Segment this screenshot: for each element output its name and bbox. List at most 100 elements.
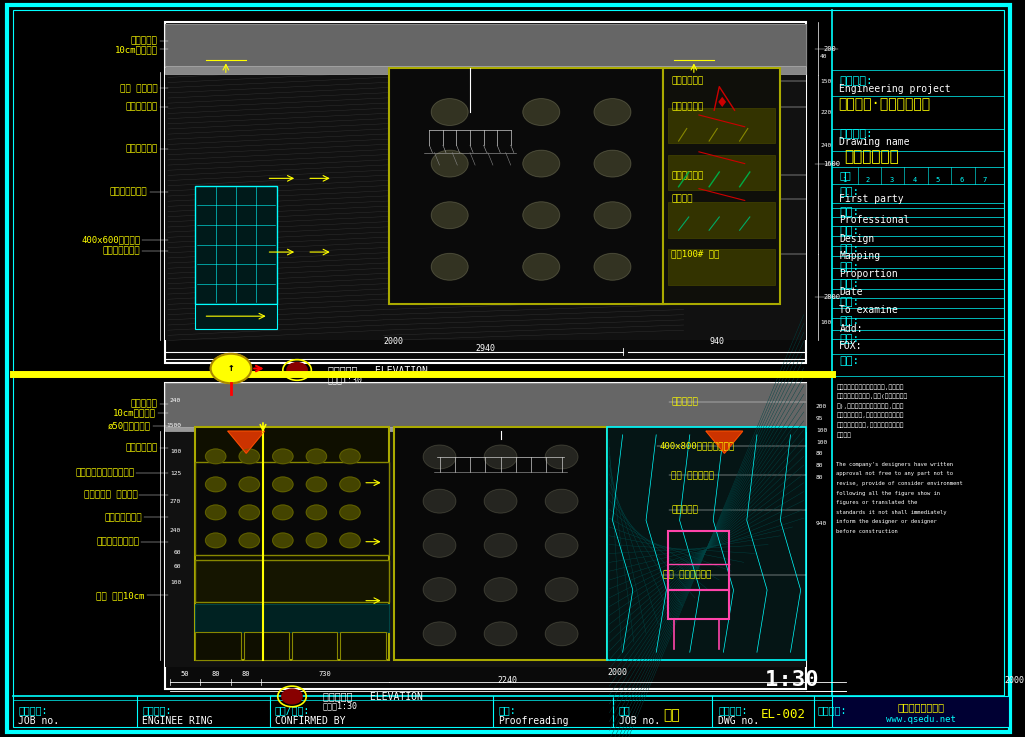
- Circle shape: [423, 445, 456, 469]
- Circle shape: [239, 533, 259, 548]
- Text: ♦: ♦: [715, 97, 728, 110]
- Circle shape: [205, 449, 226, 464]
- Text: 装柜立面图   ELEVATION: 装柜立面图 ELEVATION: [328, 365, 427, 375]
- Circle shape: [306, 449, 327, 464]
- Text: standards it not shall immediately: standards it not shall immediately: [836, 510, 947, 514]
- Text: Design: Design: [839, 234, 874, 244]
- Text: 大海100# 景覆: 大海100# 景覆: [671, 250, 720, 259]
- Text: 4: 4: [912, 177, 916, 183]
- Bar: [165, 427, 806, 667]
- Text: 专业:: 专业:: [839, 207, 860, 217]
- Bar: [668, 249, 775, 284]
- Bar: [668, 155, 775, 190]
- Circle shape: [273, 505, 293, 520]
- Bar: [663, 68, 780, 304]
- Text: First party: First party: [839, 194, 904, 204]
- Bar: [196, 604, 388, 632]
- Text: before construction: before construction: [836, 529, 898, 534]
- Text: 酒柜立面图   ELEVATION: 酒柜立面图 ELEVATION: [323, 691, 422, 702]
- Text: 工程项目:: 工程项目:: [839, 76, 873, 86]
- Text: 原墙顶凸背: 原墙顶凸背: [671, 506, 698, 514]
- Text: 比例:: 比例:: [839, 262, 860, 272]
- Circle shape: [239, 477, 259, 492]
- Text: 定制柜门白色奥棒: 定制柜门白色奥棒: [96, 537, 139, 546]
- Text: 2800: 2800: [823, 294, 840, 300]
- Bar: [608, 427, 806, 660]
- Text: 940: 940: [816, 521, 827, 525]
- Text: 95: 95: [816, 416, 823, 421]
- Text: 紫调混有氛氛缝: 紫调混有氛氛缝: [102, 246, 140, 255]
- Bar: [668, 202, 775, 237]
- Text: 现场如有不符处,应立即通告我设计师处: 现场如有不符处,应立即通告我设计师处: [836, 413, 904, 419]
- Circle shape: [306, 477, 327, 492]
- Bar: [832, 696, 1010, 727]
- Circle shape: [594, 202, 630, 228]
- Circle shape: [545, 534, 578, 557]
- Text: 60: 60: [173, 551, 181, 555]
- Text: 100: 100: [170, 449, 181, 453]
- Text: The company's designers have written: The company's designers have written: [836, 462, 953, 467]
- Circle shape: [205, 477, 226, 492]
- Text: JOB no.: JOB no.: [18, 716, 59, 726]
- Circle shape: [423, 622, 456, 646]
- Text: 甲供 艺术窗帘: 甲供 艺术窗帘: [120, 84, 158, 93]
- Text: 240: 240: [170, 528, 181, 533]
- Text: DWG no.: DWG no.: [719, 716, 760, 726]
- Text: ↑: ↑: [228, 363, 235, 373]
- Text: 2: 2: [866, 177, 870, 183]
- Bar: [196, 427, 388, 660]
- Text: FOX:: FOX:: [839, 341, 863, 352]
- Text: 200: 200: [823, 46, 835, 52]
- Text: Professional: Professional: [839, 214, 910, 225]
- Circle shape: [239, 505, 259, 520]
- Text: 730: 730: [319, 671, 331, 677]
- Text: 嵌入式射灯: 嵌入式射灯: [671, 397, 698, 406]
- Bar: [244, 632, 289, 660]
- Text: 10cm石膏线条: 10cm石膏线条: [113, 408, 156, 417]
- Circle shape: [423, 489, 456, 513]
- Bar: [196, 186, 277, 304]
- Text: figures or translated the: figures or translated the: [836, 500, 917, 505]
- Text: 10cm石膏线条: 10cm石膏线条: [115, 45, 158, 54]
- Text: Mapping: Mapping: [839, 251, 880, 262]
- Text: 2940: 2940: [476, 344, 495, 353]
- Text: 1500: 1500: [166, 424, 181, 428]
- Text: 240: 240: [820, 144, 831, 148]
- Text: 工程负责:: 工程负责:: [142, 705, 172, 715]
- Circle shape: [484, 534, 517, 557]
- Text: 客餐厅立面图: 客餐厅立面图: [845, 150, 899, 164]
- Text: 80: 80: [242, 671, 250, 677]
- Circle shape: [205, 533, 226, 548]
- Text: 220: 220: [820, 111, 831, 115]
- Text: 3: 3: [889, 177, 894, 183]
- Text: 40: 40: [820, 54, 827, 58]
- Text: 100: 100: [816, 428, 827, 433]
- Text: 本建筑公司设计师之书面批准,不得翻查: 本建筑公司设计师之书面批准,不得翻查: [836, 384, 904, 390]
- Text: 甲方:: 甲方:: [839, 186, 860, 197]
- Text: following all the figure show in: following all the figure show in: [836, 491, 940, 495]
- Text: 甲供艺术吊灯: 甲供艺术吊灯: [125, 102, 158, 111]
- Text: 修改: 修改: [839, 170, 851, 181]
- Text: Proportion: Proportion: [839, 269, 898, 279]
- Text: JOB no.: JOB no.: [618, 716, 660, 726]
- Circle shape: [484, 489, 517, 513]
- Text: Engineering project: Engineering project: [839, 84, 951, 94]
- Text: To examine: To examine: [839, 304, 898, 315]
- Text: 80: 80: [816, 475, 823, 480]
- Text: 80: 80: [816, 451, 823, 455]
- Text: 橱柜塑钢板 白色前面: 橱柜塑钢板 白色前面: [84, 491, 137, 500]
- Circle shape: [432, 202, 468, 228]
- Bar: [165, 427, 806, 431]
- Text: 出图印章:: 出图印章:: [818, 705, 848, 715]
- Circle shape: [594, 150, 630, 177]
- Text: 工程编号:: 工程编号:: [18, 705, 48, 715]
- Text: 甲供艺术吊灯: 甲供艺术吊灯: [671, 171, 704, 180]
- Circle shape: [545, 622, 578, 646]
- Bar: [196, 462, 388, 555]
- Text: 齐生设计职业学校: 齐生设计职业学校: [897, 702, 944, 713]
- Circle shape: [594, 99, 630, 125]
- Text: 甲供艺术吊灯: 甲供艺术吊灯: [671, 77, 704, 85]
- Text: CONFIRMED BY: CONFIRMED BY: [275, 716, 345, 726]
- Circle shape: [523, 202, 560, 228]
- Text: 工程/审查:: 工程/审查:: [275, 705, 310, 715]
